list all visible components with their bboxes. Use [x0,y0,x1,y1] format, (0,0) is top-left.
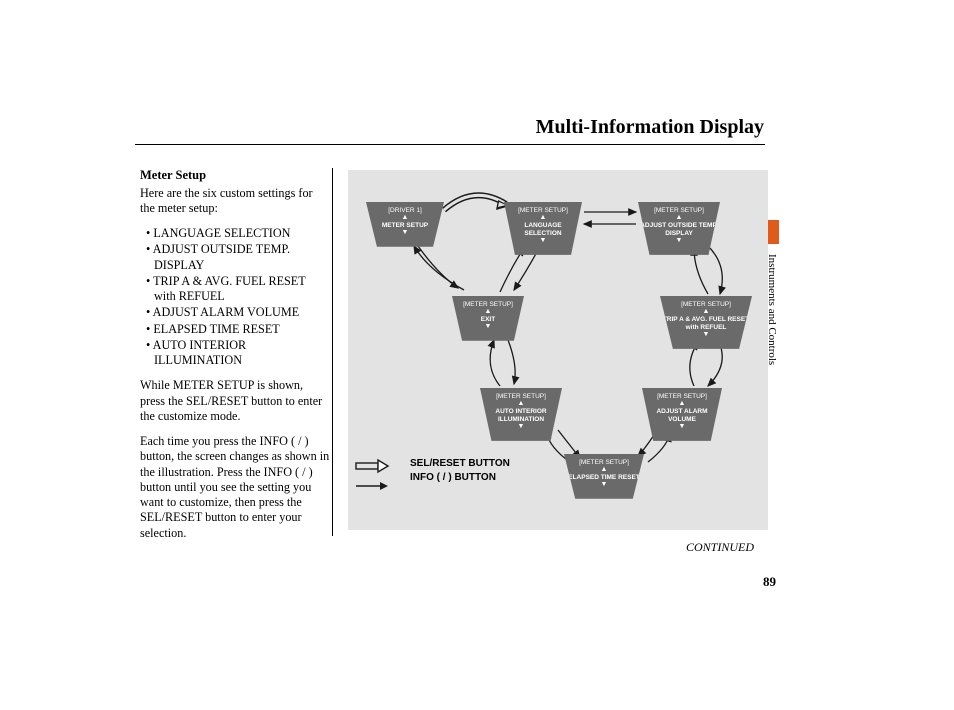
manual-page: Multi-Information Display Instruments an… [0,0,954,710]
paragraph: While METER SETUP is shown, press the SE… [140,378,330,424]
flow-node-alarm: [METER SETUP]▲ADJUST ALARM VOLUME▼ [642,388,722,441]
flow-node-driver1: [DRIVER 1]▲METER SETUP▼ [366,202,444,247]
list-item: ADJUST OUTSIDE TEMP. DISPLAY [140,242,330,273]
body-text-column: Meter Setup Here are the six custom sett… [140,168,330,551]
paragraph: Each time you press the INFO ( / ) butto… [140,434,330,541]
page-title: Multi-Information Display [536,116,764,139]
flow-node-exit: [METER SETUP]▲EXIT▼ [452,296,524,341]
flow-node-auto: [METER SETUP]▲AUTO INTERIOR ILLUMINATION… [480,388,562,441]
legend-text: SEL/RESET BUTTON [410,458,510,470]
legend: SEL/RESET BUTTON INFO ( / ) BUTTON [374,458,510,486]
flow-diagram: [DRIVER 1]▲METER SETUP▼ [METER SETUP]▲LAN… [348,170,768,530]
title-rule [135,144,765,145]
legend-text: INFO ( / ) BUTTON [410,472,496,484]
flow-node-lang: [METER SETUP]▲LANGUAGE SELECTION▼ [504,202,582,255]
section-heading: Meter Setup [140,168,330,184]
flow-node-trip: [METER SETUP]▲TRIP A & AVG. FUEL RESET w… [660,296,752,349]
list-item: AUTO INTERIOR ILLUMINATION [140,338,330,369]
legend-row: INFO ( / ) BUTTON [374,472,510,484]
column-divider [332,168,333,536]
list-item: ELAPSED TIME RESET [140,322,330,337]
bullet-list: LANGUAGE SELECTION ADJUST OUTSIDE TEMP. … [140,226,330,368]
list-item: ADJUST ALARM VOLUME [140,305,330,320]
intro-text: Here are the six custom settings for the… [140,186,330,217]
list-item: LANGUAGE SELECTION [140,226,330,241]
flow-node-elapsed: [METER SETUP]▲ELAPSED TIME RESET▼ [564,454,644,499]
list-item: TRIP A & AVG. FUEL RESET with REFUEL [140,274,330,305]
flow-node-temp: [METER SETUP]▲ADJUST OUTSIDE TEMP. DISPL… [638,202,720,255]
continued-label: CONTINUED [686,540,754,555]
page-number: 89 [763,574,776,590]
legend-row: SEL/RESET BUTTON [374,458,510,470]
